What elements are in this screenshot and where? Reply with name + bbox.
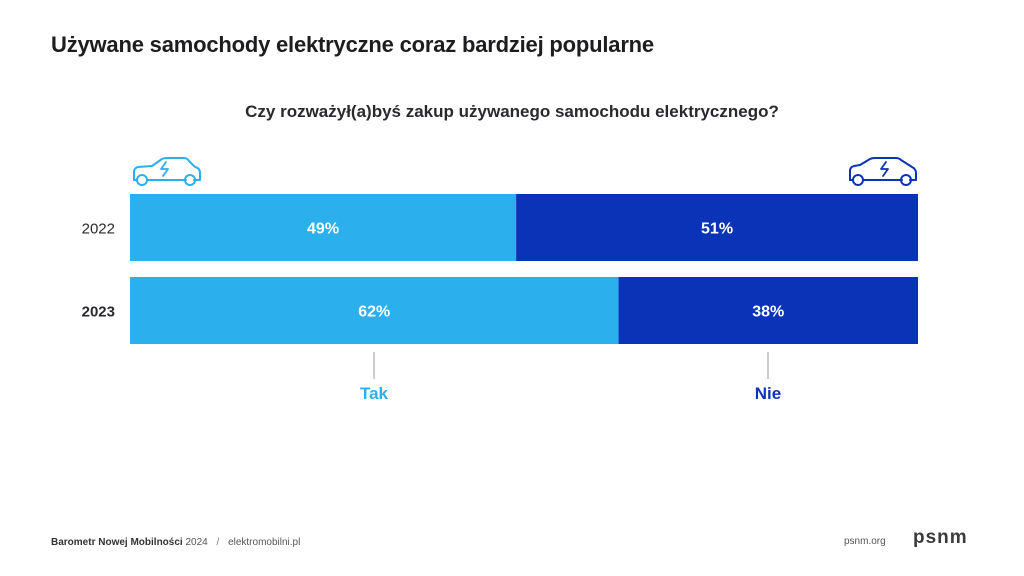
data-label-nie-2023: 38% xyxy=(752,304,784,321)
car-electric-icon-right xyxy=(849,157,917,186)
legend-label-tak: Tak xyxy=(360,384,389,403)
car-electric-icon-left xyxy=(133,157,201,186)
footer-source-name: Barometr Nowej Mobilności xyxy=(51,537,183,548)
bars-layer: 2022 49% 51% 2023 62% 38% xyxy=(82,194,918,344)
bar-nie-2023 xyxy=(618,277,918,344)
footer-source-year: 2024 xyxy=(185,537,208,548)
data-label-tak-2023: 62% xyxy=(358,304,390,321)
category-label-2022: 2022 xyxy=(82,221,115,238)
bar-nie-2022 xyxy=(516,194,918,261)
legend: Tak Nie xyxy=(360,352,781,403)
page-title: Używane samochody elektryczne coraz bard… xyxy=(51,32,654,57)
chart-subtitle: Czy rozważył(a)byś zakup używanego samoc… xyxy=(245,102,779,121)
legend-label-nie: Nie xyxy=(755,384,781,403)
footer-separator: / xyxy=(216,537,220,548)
bar-tak-2023 xyxy=(130,277,619,344)
bar-tak-2022 xyxy=(130,194,517,261)
footer-site-link[interactable]: psnm.org xyxy=(844,536,886,547)
data-label-tak-2022: 49% xyxy=(307,221,339,238)
footer-source: Barometr Nowej Mobilności 2024 / elektro… xyxy=(51,537,300,548)
category-label-2023: 2023 xyxy=(82,304,115,321)
footer-source-site: elektromobilni.pl xyxy=(228,537,301,548)
psnm-logo: psnm xyxy=(913,527,968,548)
data-label-nie-2022: 51% xyxy=(701,221,733,238)
